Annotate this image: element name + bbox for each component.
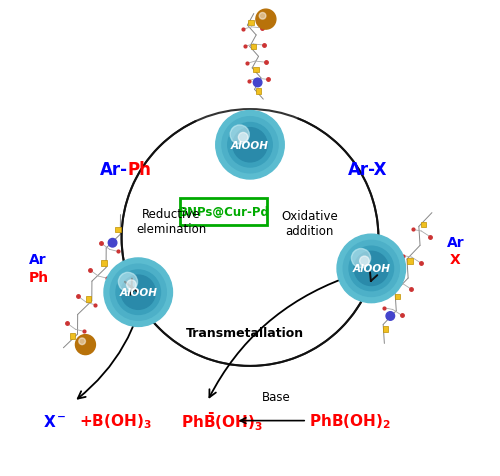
Circle shape: [104, 258, 172, 327]
Text: Ph$\mathbf{\bar{B}}$(OH)$\mathbf{_3}$: Ph$\mathbf{\bar{B}}$(OH)$\mathbf{_3}$: [181, 409, 263, 432]
Circle shape: [116, 270, 160, 315]
FancyBboxPatch shape: [382, 327, 388, 332]
FancyBboxPatch shape: [251, 45, 256, 50]
Text: AlOOH: AlOOH: [120, 288, 157, 298]
Circle shape: [354, 252, 388, 286]
Text: Base: Base: [262, 390, 290, 403]
FancyBboxPatch shape: [420, 222, 426, 228]
Text: Ar-: Ar-: [100, 160, 128, 178]
Circle shape: [349, 247, 394, 291]
Circle shape: [352, 249, 370, 268]
FancyBboxPatch shape: [116, 227, 121, 233]
Text: Ar-X: Ar-X: [348, 160, 387, 178]
Circle shape: [108, 239, 117, 248]
Circle shape: [386, 312, 394, 320]
Circle shape: [121, 276, 156, 310]
FancyBboxPatch shape: [70, 333, 75, 339]
Text: X: X: [450, 252, 460, 267]
Circle shape: [110, 265, 166, 321]
FancyBboxPatch shape: [394, 294, 400, 299]
Text: $\mathbf{+ B(OH)_3}$: $\mathbf{+ B(OH)_3}$: [79, 411, 152, 430]
Circle shape: [254, 79, 262, 88]
Circle shape: [228, 123, 272, 168]
Text: Oxidative
addition: Oxidative addition: [281, 210, 338, 238]
Text: Ph: Ph: [29, 270, 49, 284]
FancyBboxPatch shape: [256, 89, 262, 95]
Text: Reductive
elemination: Reductive elemination: [136, 208, 206, 235]
Text: Ar: Ar: [448, 236, 465, 250]
Circle shape: [259, 13, 266, 20]
Circle shape: [118, 273, 138, 292]
Circle shape: [360, 257, 369, 266]
Text: $\mathbf{X^-}$: $\mathbf{X^-}$: [43, 413, 67, 429]
Text: Ph: Ph: [128, 160, 152, 178]
Text: AlOOH: AlOOH: [352, 264, 390, 274]
Text: Ar: Ar: [29, 252, 46, 267]
Text: Transmetallation: Transmetallation: [186, 327, 304, 339]
Circle shape: [256, 10, 276, 30]
Circle shape: [337, 235, 406, 303]
Circle shape: [233, 129, 267, 162]
Circle shape: [238, 133, 248, 143]
FancyBboxPatch shape: [254, 68, 259, 73]
Text: $\mathbf{PhB(OH)_2}$: $\mathbf{PhB(OH)_2}$: [310, 411, 392, 430]
FancyBboxPatch shape: [180, 198, 268, 225]
Circle shape: [222, 118, 278, 173]
Circle shape: [76, 335, 96, 355]
Circle shape: [126, 280, 136, 290]
Text: BNPs@Cur-Pd: BNPs@Cur-Pd: [178, 206, 270, 218]
Circle shape: [343, 241, 400, 297]
Circle shape: [216, 111, 284, 179]
FancyBboxPatch shape: [248, 20, 254, 26]
FancyBboxPatch shape: [408, 258, 413, 264]
Circle shape: [79, 338, 86, 345]
FancyBboxPatch shape: [101, 260, 107, 266]
FancyBboxPatch shape: [86, 296, 91, 302]
Circle shape: [230, 126, 250, 145]
Text: AlOOH: AlOOH: [231, 140, 269, 150]
